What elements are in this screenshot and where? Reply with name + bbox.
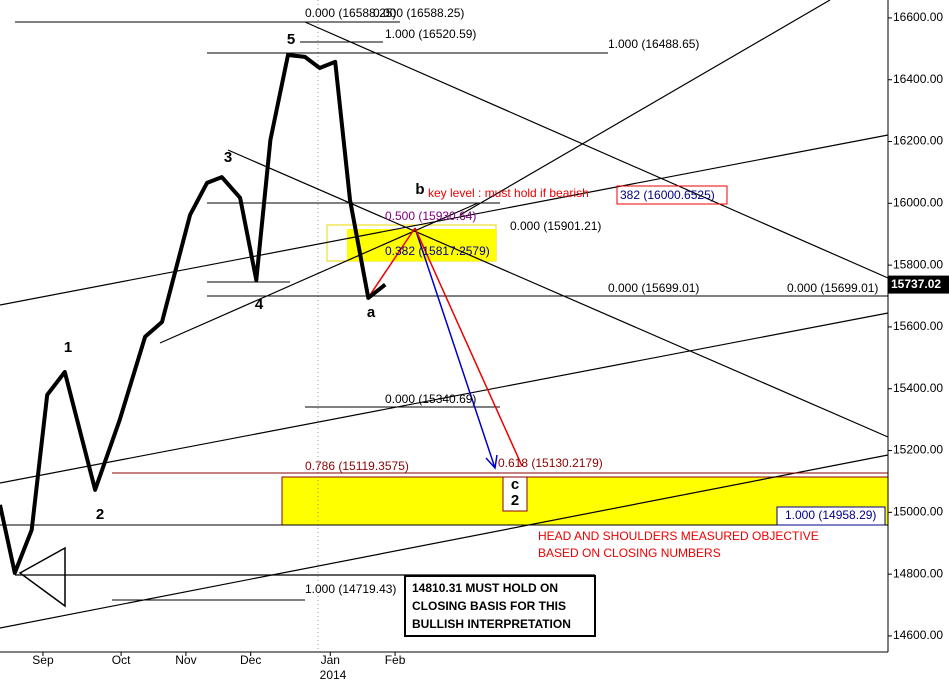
y-tick-label: 14600.00 [893, 628, 943, 642]
y-tick-label: 15800.00 [893, 257, 943, 271]
annotation: 382 (16000.6525) [620, 188, 715, 202]
y-tick-label: 16000.00 [893, 195, 943, 209]
x-tick-label: Feb [385, 653, 406, 667]
arrow [367, 227, 416, 299]
annotation: HEAD AND SHOULDERS MEASURED OBJECTIVE [538, 529, 819, 543]
last-price-label: 15737.02 [891, 277, 941, 291]
x-tick-label: Dec [240, 653, 261, 667]
x-tick-label: Sep [32, 653, 54, 667]
last-price-marker [888, 275, 949, 294]
annotation: 0.500 (15930.64) [385, 209, 476, 223]
annotations: 0.000 (16588.25) 0.000 (16588.25) 1.000 … [305, 6, 878, 631]
annotation: 0.382 (15817.2579) [385, 244, 490, 258]
label-box [502, 476, 528, 512]
y-tick-label: 16600.00 [893, 10, 943, 24]
wave-label: 4 [255, 296, 264, 313]
wave-label: 3 [224, 149, 232, 166]
annotation: 0.000 (15340.69) [385, 392, 476, 406]
annotation: CLOSING BASIS FOR THIS [412, 599, 566, 613]
y-tick-label: 16200.00 [893, 134, 943, 148]
x-tick-label: Nov [175, 653, 196, 667]
label-box [776, 506, 886, 526]
label-box [616, 185, 728, 205]
trend-line [459, 0, 831, 216]
annotation: BULLISH INTERPRETATION [412, 617, 571, 631]
x-tick-label: Oct [112, 653, 131, 667]
wave-label: 1 [64, 339, 72, 356]
wave-labels: 1 2 3 4 5 a b c 2 [64, 31, 519, 523]
annotation: 0.786 (15119.3575) [305, 459, 409, 473]
annotation: 1.000 (16520.59) [385, 27, 476, 41]
triangle [18, 546, 66, 608]
trend-line [0, 312, 889, 484]
annotation: 0.000 (15699.01) [608, 281, 699, 295]
annotation: 0.000 (15699.01) [787, 281, 878, 295]
x-tick-label: Jan [321, 653, 340, 667]
arrows [367, 227, 523, 470]
arrow-head [485, 454, 498, 470]
y-tick-label: 16400.00 [893, 72, 943, 86]
trend-line [227, 149, 889, 438]
annotation: 0.000 (16588.25) [305, 6, 396, 20]
annotation: 1.000 (14958.29) [785, 508, 876, 522]
trend-line [159, 202, 479, 344]
annotation: 1.000 (14719.43) [305, 582, 396, 596]
trend-lines [0, 0, 889, 629]
trend-line [0, 134, 889, 306]
wave-label: 2 [96, 506, 104, 523]
year-label: 2014 [320, 668, 347, 682]
annotation: 14810.31 MUST HOLD ON [412, 581, 558, 595]
annotation: 0.000 (15901.21) [510, 219, 601, 233]
y-tick-label: 15400.00 [893, 381, 943, 395]
arrow [414, 227, 523, 467]
y-tick-label: 14800.00 [893, 566, 943, 580]
trend-line [304, 21, 889, 279]
price-line [0, 53, 387, 575]
fib-lines [0, 21, 888, 608]
wave-label: c [511, 476, 519, 493]
wave-label: 2 [511, 492, 519, 509]
annotation: 0.000 (16588.25) [373, 6, 464, 20]
annotation: key level : must hold if bearish [428, 186, 589, 200]
y-tick-label: 15000.00 [893, 505, 943, 519]
y-tick-label: 15200.00 [893, 443, 943, 457]
arrow [414, 227, 496, 469]
annotation: BASED ON CLOSING NUMBERS [538, 546, 721, 560]
wave-label: a [367, 304, 376, 321]
y-tick-label: 15600.00 [893, 319, 943, 333]
wave-label: 5 [287, 31, 295, 48]
trend-line [0, 454, 889, 629]
annotation: 0.618 (15130.2179) [498, 456, 603, 470]
wave-label: b [415, 181, 424, 198]
annotation: 1.000 (16488.65) [608, 37, 699, 51]
note-box [404, 575, 596, 637]
